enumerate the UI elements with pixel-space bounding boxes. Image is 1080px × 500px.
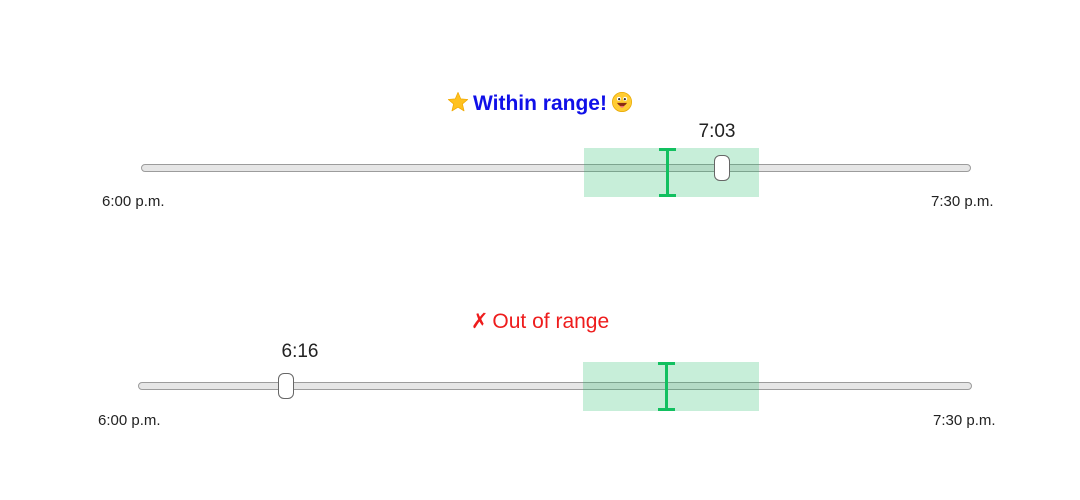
- status-within-range: Within range!: [0, 91, 1080, 117]
- min-label: 6:00 p.m.: [102, 193, 165, 210]
- current-value-label: 7:03: [698, 121, 736, 142]
- status-text: Within range!: [473, 92, 607, 115]
- status-out-of-range: ✗ Out of range: [0, 309, 1080, 335]
- slider-track[interactable]: [138, 382, 972, 390]
- max-label: 7:30 p.m.: [931, 193, 994, 210]
- slider-thumb[interactable]: [278, 373, 295, 399]
- slider-thumb[interactable]: [714, 155, 730, 181]
- star-icon: [447, 92, 469, 112]
- status-text: Out of range: [492, 310, 610, 333]
- target-range-band: [582, 362, 759, 411]
- min-label: 6:00 p.m.: [98, 412, 161, 429]
- cross-icon: ✗: [470, 310, 489, 333]
- grinning-face-icon: [611, 92, 632, 112]
- current-value-label: 6:16: [281, 341, 319, 362]
- slider-track[interactable]: [141, 164, 971, 172]
- target-marker: [658, 148, 676, 197]
- max-label: 7:30 p.m.: [933, 412, 996, 429]
- target-marker: [657, 362, 676, 411]
